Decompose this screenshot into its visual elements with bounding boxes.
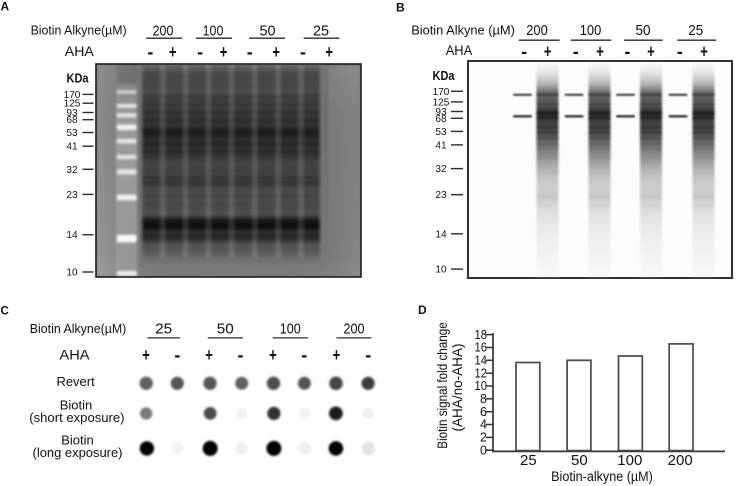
- svg-text:Biotin Alkyne(µM): Biotin Alkyne(µM): [31, 23, 127, 38]
- svg-text:-: -: [365, 345, 371, 365]
- svg-text:AHA: AHA: [60, 347, 90, 362]
- svg-text:25: 25: [313, 22, 329, 39]
- svg-text:-: -: [521, 42, 527, 62]
- svg-text:Biotin: Biotin: [61, 432, 94, 447]
- svg-text:+: +: [544, 42, 552, 62]
- svg-text:14: 14: [475, 354, 488, 368]
- svg-text:41: 41: [66, 142, 78, 153]
- svg-text:Biotin Alkyne(µM): Biotin Alkyne(µM): [30, 321, 127, 336]
- svg-text:8: 8: [480, 392, 487, 406]
- svg-text:+: +: [169, 42, 177, 62]
- svg-text:Revert: Revert: [56, 374, 95, 389]
- svg-text:-: -: [624, 42, 630, 62]
- svg-text:-: -: [147, 42, 153, 62]
- svg-text:93: 93: [435, 107, 447, 118]
- svg-text:D: D: [418, 303, 427, 317]
- svg-text:4: 4: [480, 418, 487, 432]
- svg-text:0: 0: [480, 443, 487, 457]
- svg-text:+: +: [700, 42, 708, 62]
- svg-text:32: 32: [66, 165, 78, 176]
- svg-text:50: 50: [217, 321, 234, 338]
- svg-text:14: 14: [435, 229, 447, 240]
- svg-text:-: -: [300, 42, 306, 62]
- svg-text:(AHA/no-AHA): (AHA/no-AHA): [450, 344, 465, 432]
- svg-text:32: 32: [435, 164, 447, 175]
- svg-text:25: 25: [688, 22, 703, 39]
- svg-text:C: C: [1, 306, 9, 318]
- svg-text:16: 16: [475, 341, 488, 355]
- svg-text:50: 50: [571, 452, 588, 469]
- svg-text:68: 68: [66, 115, 78, 126]
- svg-text:+: +: [325, 42, 333, 62]
- svg-text:Biotin-alkyne (µM): Biotin-alkyne (µM): [551, 469, 653, 484]
- svg-text:Biotin Alkyne (µM): Biotin Alkyne (µM): [411, 23, 515, 38]
- svg-text:+: +: [142, 345, 150, 365]
- svg-text:170: 170: [433, 87, 450, 98]
- svg-text:KDa: KDa: [433, 68, 456, 83]
- svg-text:2: 2: [480, 431, 487, 445]
- svg-text:+: +: [596, 42, 604, 62]
- svg-text:200: 200: [526, 22, 548, 39]
- svg-text:Biotin: Biotin: [60, 398, 93, 413]
- svg-text:+: +: [205, 345, 213, 365]
- svg-text:41: 41: [435, 140, 447, 151]
- svg-text:14: 14: [66, 230, 78, 241]
- svg-text:-: -: [677, 42, 683, 62]
- svg-text:23: 23: [66, 190, 78, 201]
- svg-text:+: +: [269, 345, 277, 365]
- svg-text:53: 53: [66, 128, 78, 139]
- svg-text:100: 100: [580, 22, 602, 39]
- svg-text:12: 12: [475, 366, 488, 380]
- svg-text:25: 25: [155, 321, 172, 338]
- svg-text:AHA: AHA: [446, 43, 473, 58]
- svg-text:Biotin signal fold change: Biotin signal fold change: [435, 322, 450, 448]
- svg-text:200: 200: [153, 22, 174, 39]
- svg-text:125: 125: [64, 99, 81, 110]
- svg-text:-: -: [573, 42, 579, 62]
- svg-text:+: +: [333, 345, 341, 365]
- svg-text:68: 68: [435, 114, 447, 125]
- svg-text:(short exposure): (short exposure): [29, 410, 124, 425]
- svg-text:23: 23: [435, 190, 447, 201]
- svg-text:18: 18: [475, 328, 488, 342]
- svg-text:93: 93: [66, 108, 78, 119]
- svg-text:200: 200: [344, 321, 365, 338]
- svg-text:100: 100: [617, 452, 642, 469]
- svg-text:100: 100: [203, 22, 224, 39]
- svg-text:+: +: [220, 42, 228, 62]
- svg-text:10: 10: [475, 379, 488, 393]
- svg-text:10: 10: [66, 268, 78, 279]
- svg-text:10: 10: [435, 265, 447, 276]
- svg-text:50: 50: [636, 22, 651, 39]
- svg-text:+: +: [272, 42, 280, 62]
- svg-text:125: 125: [433, 97, 450, 108]
- svg-text:+: +: [647, 42, 655, 62]
- svg-text:100: 100: [280, 321, 301, 338]
- svg-text:AHA: AHA: [65, 44, 94, 59]
- svg-text:KDa: KDa: [67, 71, 90, 86]
- svg-text:(long exposure): (long exposure): [33, 445, 123, 460]
- svg-text:50: 50: [260, 22, 276, 39]
- svg-text:B: B: [396, 0, 405, 14]
- svg-text:-: -: [238, 345, 244, 365]
- svg-text:200: 200: [668, 452, 693, 469]
- svg-text:25: 25: [520, 452, 537, 469]
- svg-text:A: A: [1, 0, 10, 13]
- svg-text:53: 53: [435, 127, 447, 138]
- svg-text:-: -: [174, 345, 180, 365]
- svg-text:6: 6: [480, 405, 487, 419]
- svg-text:-: -: [301, 345, 307, 365]
- svg-text:-: -: [247, 42, 253, 62]
- svg-text:-: -: [197, 42, 203, 62]
- svg-text:170: 170: [64, 90, 81, 101]
